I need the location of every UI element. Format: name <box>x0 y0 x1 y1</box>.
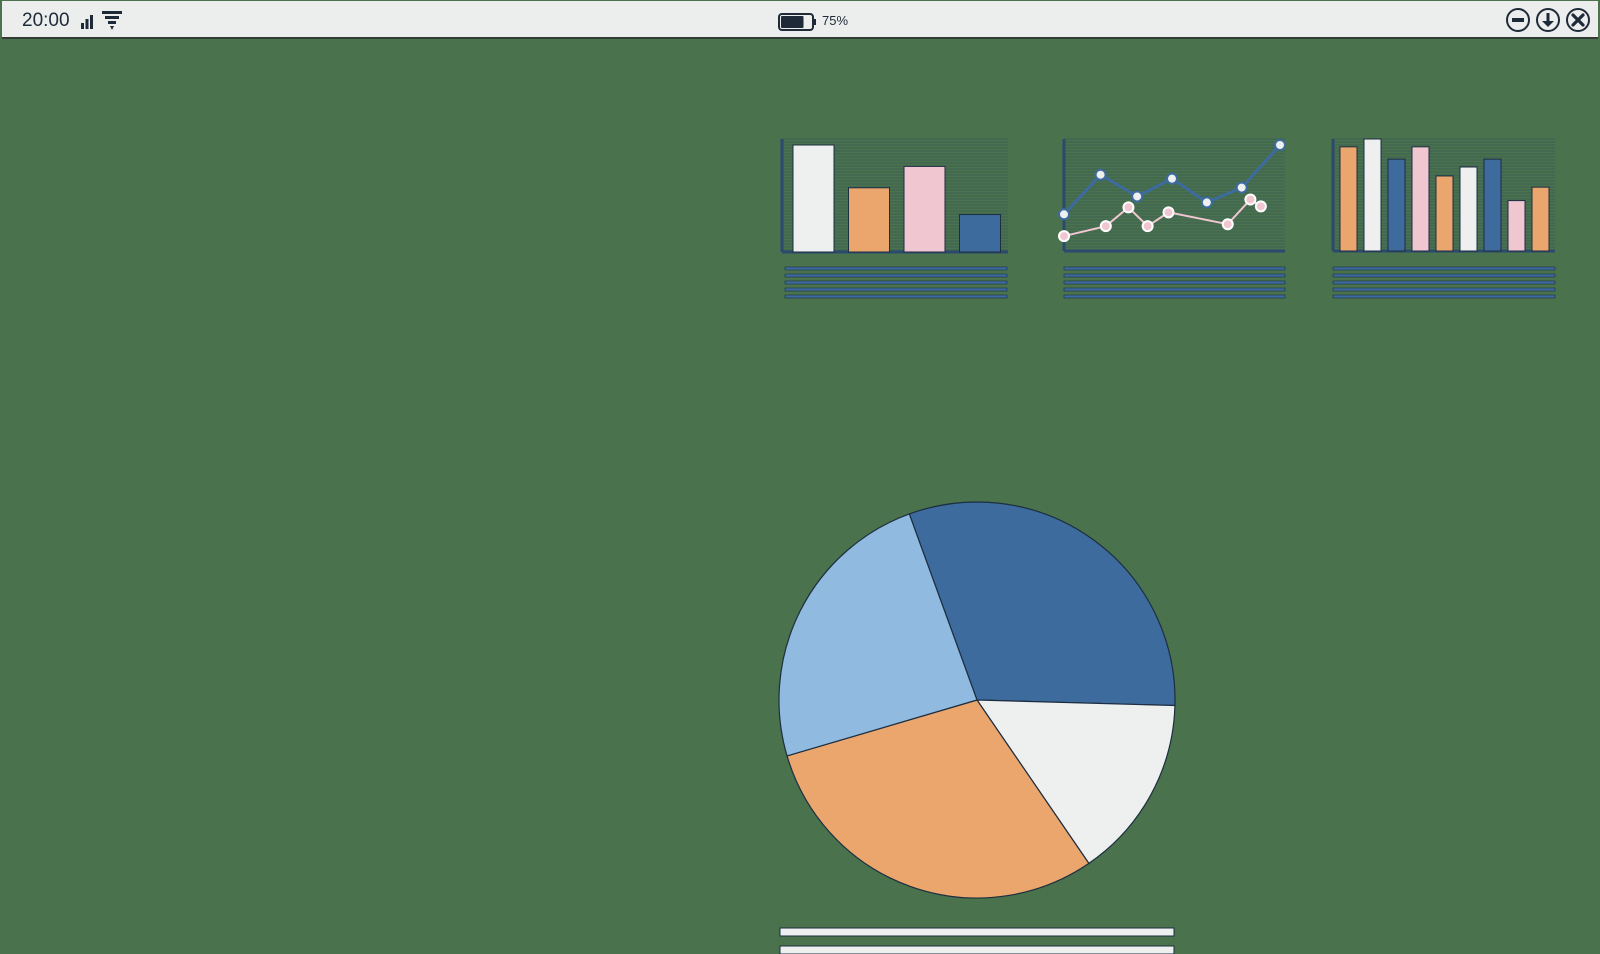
data-point <box>1162 206 1175 219</box>
data-point <box>1200 196 1213 209</box>
bar <box>1387 158 1406 252</box>
clock: 20:00 <box>22 10 70 31</box>
bar <box>792 144 835 253</box>
minimize-icon <box>1512 18 1524 22</box>
data-point <box>1235 181 1248 194</box>
data-point <box>1141 220 1154 233</box>
data-point <box>1244 193 1257 206</box>
data-point <box>1122 201 1135 214</box>
bar <box>1483 158 1502 252</box>
close-button[interactable] <box>1566 8 1590 32</box>
legend-line <box>1332 287 1556 292</box>
data-point <box>1166 172 1178 185</box>
legend-line <box>1332 280 1556 285</box>
bar <box>1363 138 1382 252</box>
battery-percentage: 75% <box>822 13 849 28</box>
wifi-icon <box>102 11 122 30</box>
minimize-button[interactable] <box>1506 8 1530 32</box>
legend-line <box>784 273 1008 278</box>
legend-line <box>1063 266 1286 271</box>
pie-slice <box>975 699 1176 865</box>
bar <box>959 214 1001 253</box>
bar-chart-2-legend <box>1332 266 1556 299</box>
bar-chart-1-legend <box>784 266 1008 299</box>
data-point <box>1254 200 1267 213</box>
data-point <box>1094 168 1107 181</box>
legend-line <box>1063 287 1286 292</box>
pie-slice <box>778 513 978 757</box>
legend-line <box>1063 273 1286 278</box>
bar <box>1339 146 1358 252</box>
bar <box>1507 200 1526 252</box>
status-bar: 20:00 75% <box>2 1 1598 39</box>
bar <box>1531 186 1550 252</box>
data-point <box>1099 220 1112 233</box>
bar <box>1411 146 1430 252</box>
pie-slice <box>786 699 1090 899</box>
legend-line <box>784 294 1008 299</box>
data-point <box>1058 208 1070 221</box>
pie-legend <box>779 927 1175 954</box>
legend-line <box>779 927 1175 937</box>
data-point <box>1221 218 1234 231</box>
legend-line <box>784 280 1008 285</box>
battery-icon <box>778 13 816 31</box>
bar <box>1435 175 1454 252</box>
signal-icon <box>81 15 93 29</box>
legend-line <box>784 266 1008 271</box>
close-icon <box>1571 13 1585 27</box>
legend-line <box>1063 294 1286 299</box>
legend-line <box>1332 294 1556 299</box>
data-point <box>1274 139 1286 151</box>
line-chart-legend <box>1063 266 1286 299</box>
legend-line <box>1332 266 1556 271</box>
legend-line <box>1063 280 1286 285</box>
data-point <box>1058 230 1070 243</box>
download-icon <box>1542 13 1554 27</box>
data-point <box>1131 190 1144 203</box>
bar <box>1459 166 1478 252</box>
pie-slice <box>908 501 1176 707</box>
download-button[interactable] <box>1536 8 1560 32</box>
legend-line <box>1332 273 1556 278</box>
legend-line <box>779 945 1175 954</box>
bar <box>903 165 946 253</box>
legend-line <box>784 287 1008 292</box>
bar <box>848 187 890 253</box>
